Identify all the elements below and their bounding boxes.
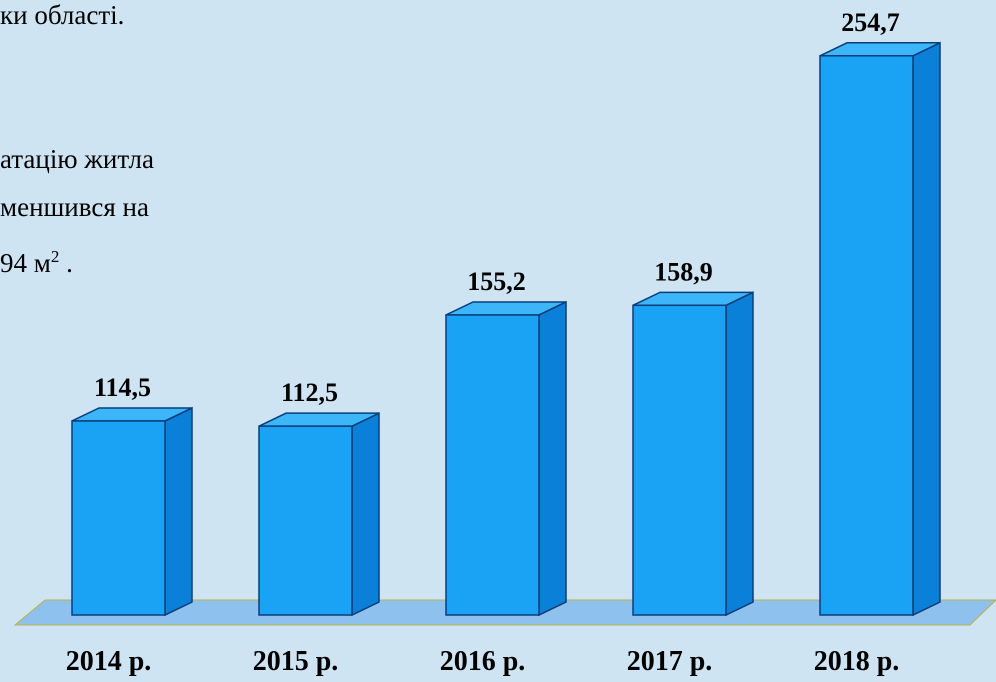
annotation: атацію житла (0, 144, 154, 174)
bar-side (164, 406, 193, 617)
annotation: 94 м2 . (0, 247, 73, 278)
x-tick-label: 2014 р. (66, 646, 152, 677)
annotation-sup: 2 (51, 247, 60, 266)
bar-side (725, 291, 754, 617)
value-label: 155,2 (467, 267, 526, 296)
x-tick-label: 2016 р. (440, 646, 526, 677)
bar (819, 55, 914, 616)
bar (632, 304, 727, 616)
annotation-text: 94 м (0, 248, 51, 278)
bar-side (538, 300, 567, 617)
bar-side (912, 41, 941, 617)
annotation: меншився на (0, 192, 149, 222)
value-label: 112,5 (281, 378, 338, 407)
value-label: 158,9 (654, 257, 713, 286)
value-label: 114,5 (94, 373, 151, 402)
x-tick-label: 2015 р. (253, 646, 339, 677)
bar (445, 314, 540, 616)
x-tick-label: 2018 р. (814, 646, 900, 677)
bar (71, 420, 166, 616)
bar-side (351, 411, 380, 617)
annotation-end: . (59, 248, 73, 278)
bar (258, 425, 353, 616)
annotation: ки області. (0, 0, 124, 30)
value-label: 254,7 (841, 8, 900, 37)
x-tick-label: 2017 р. (627, 646, 713, 677)
